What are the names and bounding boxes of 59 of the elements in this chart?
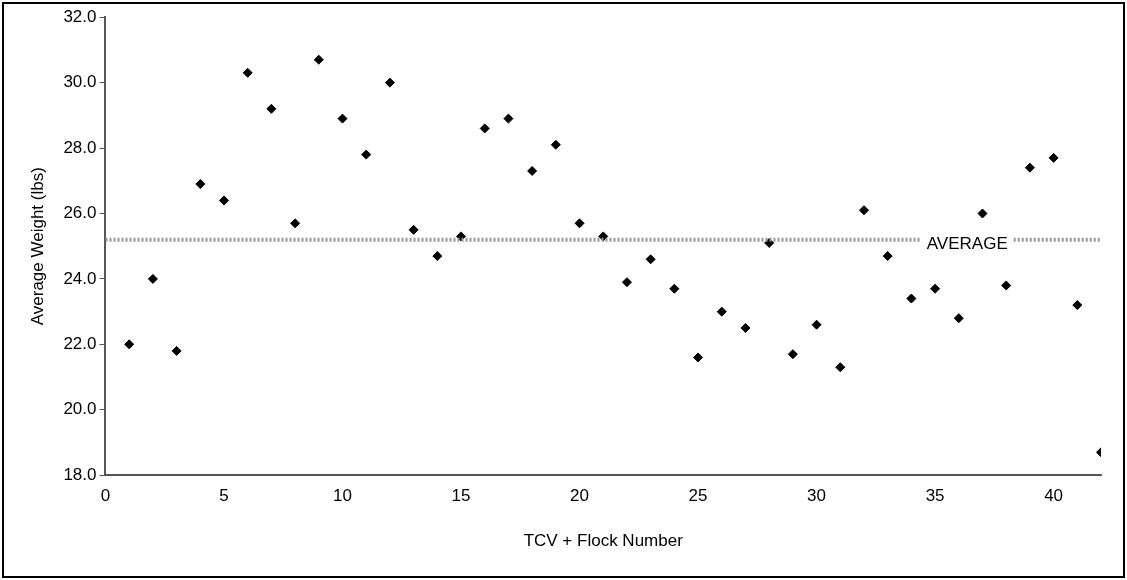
y-tick-label: 24.0 xyxy=(63,268,97,288)
x-tick-label: 30 xyxy=(807,486,827,506)
y-tick-label: 26.0 xyxy=(63,203,97,223)
point xyxy=(266,103,277,114)
x-tick-label: 0 xyxy=(100,486,111,506)
y-tick-label: 18.0 xyxy=(63,464,97,484)
point xyxy=(669,283,680,294)
point xyxy=(361,149,372,160)
y-tick-label: 30.0 xyxy=(63,72,97,92)
point xyxy=(147,273,158,284)
x-tick-label: 10 xyxy=(333,486,352,506)
point xyxy=(219,195,229,206)
point xyxy=(527,165,538,176)
y-tick-label: 28.0 xyxy=(63,137,97,157)
y-tick-label: 20.0 xyxy=(63,399,97,419)
point xyxy=(858,205,869,216)
x-tick-label: 35 xyxy=(925,486,945,506)
y-axis-title: Average Weight (lbs) xyxy=(27,167,47,326)
point xyxy=(337,113,348,124)
point xyxy=(1048,152,1059,163)
x-tick-label: 20 xyxy=(570,486,589,506)
point xyxy=(598,231,609,242)
point xyxy=(740,322,751,333)
y-tick-label: 22.0 xyxy=(63,334,97,354)
x-axis-title: TCV + Flock Number xyxy=(523,531,684,551)
point xyxy=(953,313,964,324)
point xyxy=(1001,280,1012,291)
point xyxy=(787,349,798,360)
point xyxy=(1024,162,1035,173)
point xyxy=(479,123,490,134)
point xyxy=(882,251,893,262)
point xyxy=(621,277,632,288)
point xyxy=(716,306,727,317)
point xyxy=(408,224,419,235)
point xyxy=(550,139,561,150)
y-tick-label: 32.0 xyxy=(63,6,97,26)
ref-line-label: AVERAGE xyxy=(926,233,1008,253)
point xyxy=(290,218,301,229)
point xyxy=(811,319,822,330)
point xyxy=(195,179,206,190)
point xyxy=(693,352,704,363)
point xyxy=(171,345,182,356)
point xyxy=(930,283,941,294)
point xyxy=(645,254,656,265)
point xyxy=(432,251,443,262)
point xyxy=(977,208,988,219)
point xyxy=(313,54,324,65)
point xyxy=(384,77,395,88)
x-tick-label: 40 xyxy=(1044,486,1064,506)
point xyxy=(906,293,917,304)
point xyxy=(503,113,514,124)
x-tick-label: 25 xyxy=(688,486,708,506)
x-tick-label: 5 xyxy=(219,486,229,506)
point xyxy=(835,362,846,373)
point xyxy=(242,67,253,78)
point xyxy=(124,339,135,350)
x-tick-label: 15 xyxy=(451,486,471,506)
point xyxy=(1072,300,1083,311)
point xyxy=(574,218,585,229)
